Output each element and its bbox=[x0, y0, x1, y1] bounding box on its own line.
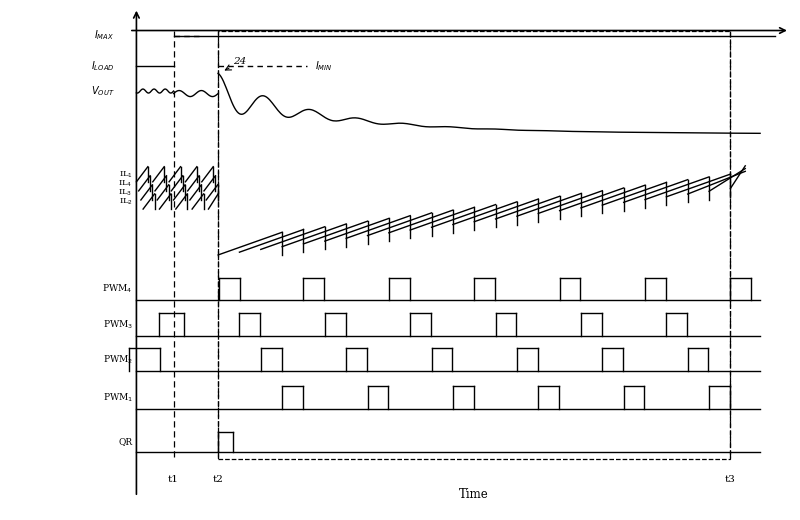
Text: $I_{MAX}$: $I_{MAX}$ bbox=[94, 29, 114, 43]
Text: $I_{MIN}$: $I_{MIN}$ bbox=[314, 59, 332, 73]
Text: 24: 24 bbox=[233, 57, 246, 66]
Text: PWM$_{2}$: PWM$_{2}$ bbox=[102, 354, 133, 366]
Text: t1: t1 bbox=[168, 475, 179, 484]
Text: IL$_{3}$: IL$_{3}$ bbox=[118, 187, 133, 198]
Text: Time: Time bbox=[459, 488, 489, 501]
Text: QR: QR bbox=[118, 437, 133, 447]
Text: IL$_{1}$: IL$_{1}$ bbox=[118, 169, 133, 179]
Text: PWM$_{3}$: PWM$_{3}$ bbox=[102, 318, 133, 331]
Text: PWM$_{1}$: PWM$_{1}$ bbox=[102, 391, 133, 404]
Text: PWM$_{4}$: PWM$_{4}$ bbox=[102, 283, 133, 295]
Text: IL$_{2}$: IL$_{2}$ bbox=[118, 196, 133, 207]
Text: IL$_{4}$: IL$_{4}$ bbox=[118, 178, 133, 189]
Text: $I_{LOAD}$: $I_{LOAD}$ bbox=[90, 59, 114, 73]
Text: t3: t3 bbox=[725, 475, 736, 484]
Text: t2: t2 bbox=[213, 475, 223, 484]
Text: $V_{OUT}$: $V_{OUT}$ bbox=[90, 84, 114, 98]
